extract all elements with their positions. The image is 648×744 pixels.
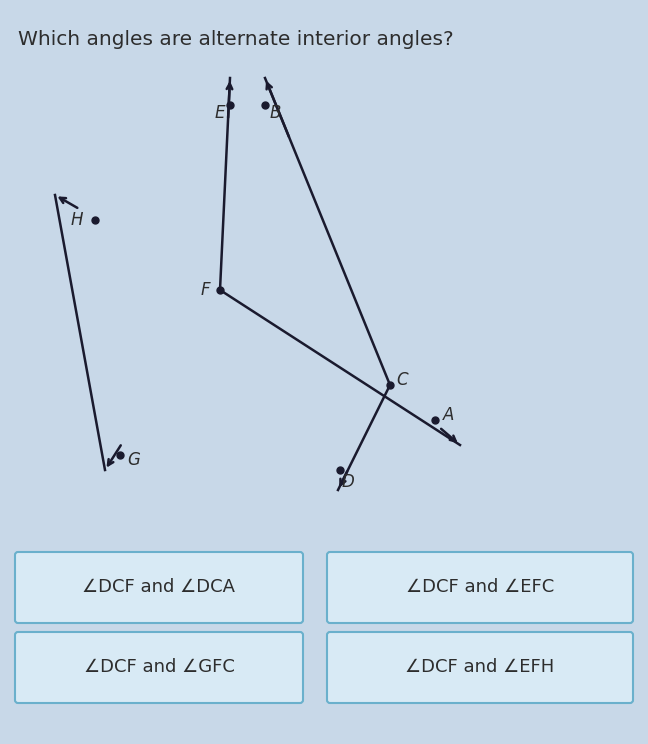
FancyBboxPatch shape — [15, 552, 303, 623]
Text: E: E — [214, 104, 226, 122]
Text: D: D — [341, 473, 354, 491]
FancyBboxPatch shape — [327, 552, 633, 623]
Text: F: F — [200, 281, 210, 299]
Text: ∠DCF and ∠GFC: ∠DCF and ∠GFC — [84, 658, 235, 676]
Text: C: C — [396, 371, 408, 389]
Text: G: G — [128, 451, 141, 469]
Text: B: B — [270, 104, 281, 122]
FancyBboxPatch shape — [15, 632, 303, 703]
Text: ∠DCF and ∠EFH: ∠DCF and ∠EFH — [406, 658, 555, 676]
Text: ∠DCF and ∠EFC: ∠DCF and ∠EFC — [406, 579, 554, 597]
Text: H: H — [71, 211, 83, 229]
Text: Which angles are alternate interior angles?: Which angles are alternate interior angl… — [18, 30, 454, 49]
FancyBboxPatch shape — [327, 632, 633, 703]
Text: A: A — [443, 406, 455, 424]
Text: ∠DCF and ∠DCA: ∠DCF and ∠DCA — [82, 579, 235, 597]
